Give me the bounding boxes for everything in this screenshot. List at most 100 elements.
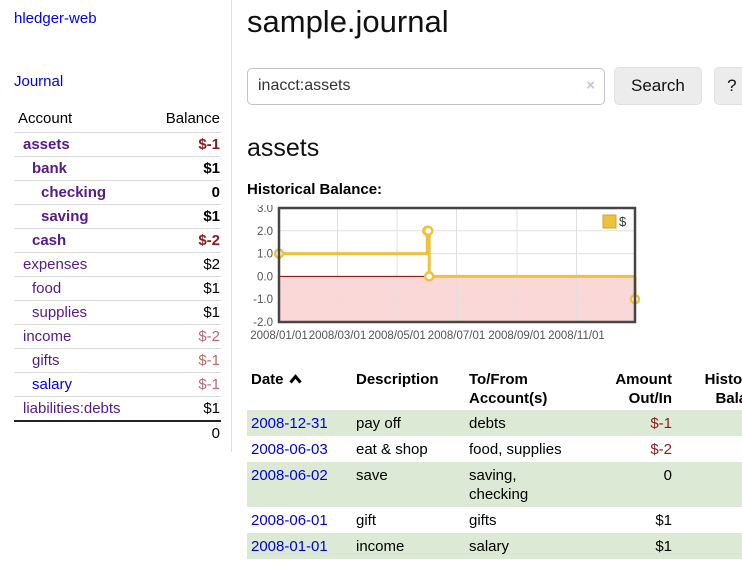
- register-row: 2008-06-03 eat & shop food, supplies $-20: [247, 436, 742, 462]
- register-accounts: salary: [469, 538, 510, 555]
- svg-text:-1.0: -1.0: [253, 294, 273, 306]
- register-historical-balance: $1: [676, 533, 742, 559]
- account-link-liabilities-debts[interactable]: liabilities:debts: [23, 400, 121, 417]
- register-column-header: To/From Account(s): [469, 371, 548, 407]
- account-row: checking 0: [14, 180, 221, 204]
- account-row: income $-2: [14, 324, 221, 348]
- account-balance: $-1: [198, 376, 220, 393]
- account-link-assets[interactable]: assets: [23, 136, 70, 153]
- chart-container: $3.0 2.0 1.0 0.0 -1.0 -2.0 2008/01/01 2008/03/0…: [247, 203, 742, 352]
- register-historical-balance: $2: [676, 462, 742, 507]
- register-table: Date Description To/From Account(s) Amount Ou…: [247, 368, 742, 559]
- account-link-expenses[interactable]: expenses: [23, 256, 88, 273]
- register-column-header: Amount Out/In: [615, 371, 672, 407]
- account-row: expenses $2: [14, 252, 221, 276]
- search-input-wrapper: ×: [247, 67, 605, 105]
- search-input[interactable]: [247, 67, 605, 105]
- account-row: gifts $-1: [14, 348, 221, 372]
- account-balance: $-1: [198, 352, 220, 369]
- page-title: sample.journal: [247, 4, 449, 39]
- register-row: 2008-12-31 pay off debts $-1$-1: [247, 410, 742, 436]
- svg-text:2008/01/01: 2008/01/01: [250, 330, 308, 342]
- search-form: × Search ?: [247, 67, 742, 105]
- account-balance: $1: [203, 400, 220, 417]
- svg-text:2.0: 2.0: [257, 226, 273, 238]
- register-row: 2008-06-02 save saving,checking 0$2: [247, 462, 742, 507]
- svg-text:3.0: 3.0: [257, 205, 273, 215]
- svg-text:2008/03/01: 2008/03/01: [309, 330, 367, 342]
- account-link-income[interactable]: income: [23, 328, 72, 345]
- account-balance: $-1: [198, 136, 220, 153]
- account-row: saving $1: [14, 204, 221, 228]
- account-link-salary[interactable]: salary: [32, 376, 73, 393]
- accounts-header-account: Account: [18, 110, 73, 127]
- data-point[interactable]: [422, 225, 434, 237]
- brand-link[interactable]: hledger-web: [14, 10, 97, 27]
- data-point[interactable]: [423, 271, 435, 282]
- sidebar: hledger-web Journal Account Balance asse…: [0, 0, 232, 452]
- account-row: food $1: [14, 276, 221, 300]
- register-historical-balance: 0: [676, 436, 742, 462]
- legend-swatch: [602, 214, 617, 229]
- register-historical-balance: $2: [676, 507, 742, 533]
- help-button[interactable]: ?: [713, 67, 742, 105]
- register-column-header[interactable]: Date: [247, 368, 352, 410]
- register-accounts: food, supplies: [469, 441, 562, 458]
- register-accounts: debts: [469, 415, 506, 432]
- account-balance: $-2: [198, 232, 220, 249]
- clear-search-icon[interactable]: ×: [586, 76, 595, 94]
- account-link-saving[interactable]: saving: [41, 208, 89, 225]
- register-description: eat & shop: [356, 441, 428, 458]
- account-row: salary $-1: [14, 372, 221, 396]
- register-date-link[interactable]: 2008-06-03: [251, 441, 328, 458]
- account-link-gifts[interactable]: gifts: [32, 352, 60, 369]
- search-button[interactable]: Search: [614, 67, 702, 105]
- accounts-table-header: Account Balance: [14, 107, 221, 132]
- accounts-total-value: 0: [211, 425, 220, 442]
- sidebar-item-journal[interactable]: Journal: [14, 73, 64, 90]
- svg-text:2008/09/01: 2008/09/01: [488, 330, 546, 342]
- register-date-link[interactable]: 2008-06-02: [251, 467, 328, 484]
- svg-text:0.0: 0.0: [257, 271, 273, 283]
- account-balance: $1: [203, 208, 220, 225]
- svg-text:-2.0: -2.0: [253, 317, 273, 329]
- register-amount: 0: [663, 467, 672, 484]
- account-balance: 0: [211, 184, 220, 201]
- account-link-bank[interactable]: bank: [32, 160, 68, 177]
- register-date-link[interactable]: 2008-06-01: [251, 512, 328, 529]
- legend-label: $: [619, 214, 627, 229]
- chart-title: Historical Balance:: [247, 181, 383, 198]
- accounts-total-row: 0: [14, 420, 221, 445]
- accounts-header-balance: Balance: [165, 110, 220, 127]
- account-link-checking[interactable]: checking: [41, 184, 107, 201]
- account-row: supplies $1: [14, 300, 221, 324]
- main-content: sample.journal × Search ? assets Histori…: [232, 0, 742, 559]
- register-row: 2008-06-01 gift gifts $1$2: [247, 507, 742, 533]
- register-column-header: Description: [356, 371, 439, 388]
- account-link-cash[interactable]: cash: [32, 232, 67, 249]
- register-amount: $1: [655, 538, 672, 555]
- accounts-table: assets $-1 bank $1 checking 0 saving $1 cash $-2 e…: [14, 132, 221, 420]
- register-row: 2008-01-01 income salary $1$1: [247, 533, 742, 559]
- account-balance: $-2: [198, 328, 220, 345]
- account-balance: $1: [203, 304, 220, 321]
- account-link-food[interactable]: food: [32, 280, 62, 297]
- register-date-link[interactable]: 2008-01-01: [251, 538, 328, 555]
- register-description: pay off: [356, 415, 401, 432]
- register-amount: $-2: [650, 441, 672, 458]
- account-balance: $1: [203, 160, 220, 177]
- account-heading: assets: [247, 134, 320, 162]
- register-amount: $1: [655, 512, 672, 529]
- app-window: hledger-web Journal Account Balance asse…: [0, 0, 742, 559]
- account-link-supplies[interactable]: supplies: [32, 304, 88, 321]
- svg-text:2008/05/01: 2008/05/01: [368, 330, 426, 342]
- register-header-row: Date Description To/From Account(s) Amount Ou…: [247, 368, 742, 410]
- register-description: income: [356, 538, 405, 555]
- register-date-link[interactable]: 2008-12-31: [251, 415, 328, 432]
- account-balance: $1: [203, 280, 220, 297]
- account-balance: $2: [203, 256, 220, 273]
- account-row: bank $1: [14, 156, 221, 180]
- sort-ascending-icon: [288, 374, 302, 384]
